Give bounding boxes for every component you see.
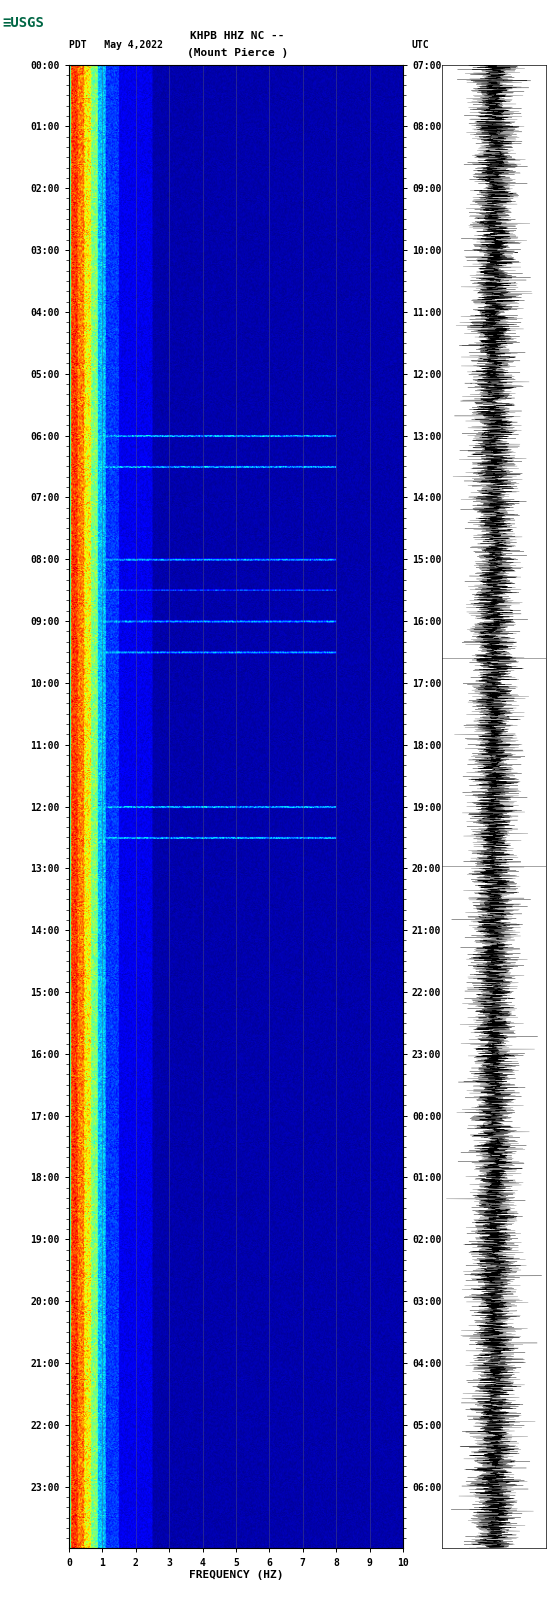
Text: PDT   May 4,2022: PDT May 4,2022 <box>69 40 163 50</box>
Text: (Mount Pierce ): (Mount Pierce ) <box>187 48 288 58</box>
Text: UTC: UTC <box>411 40 429 50</box>
Text: ≡USGS: ≡USGS <box>3 16 45 29</box>
Text: KHPB HHZ NC --: KHPB HHZ NC -- <box>190 31 285 40</box>
X-axis label: FREQUENCY (HZ): FREQUENCY (HZ) <box>189 1571 283 1581</box>
